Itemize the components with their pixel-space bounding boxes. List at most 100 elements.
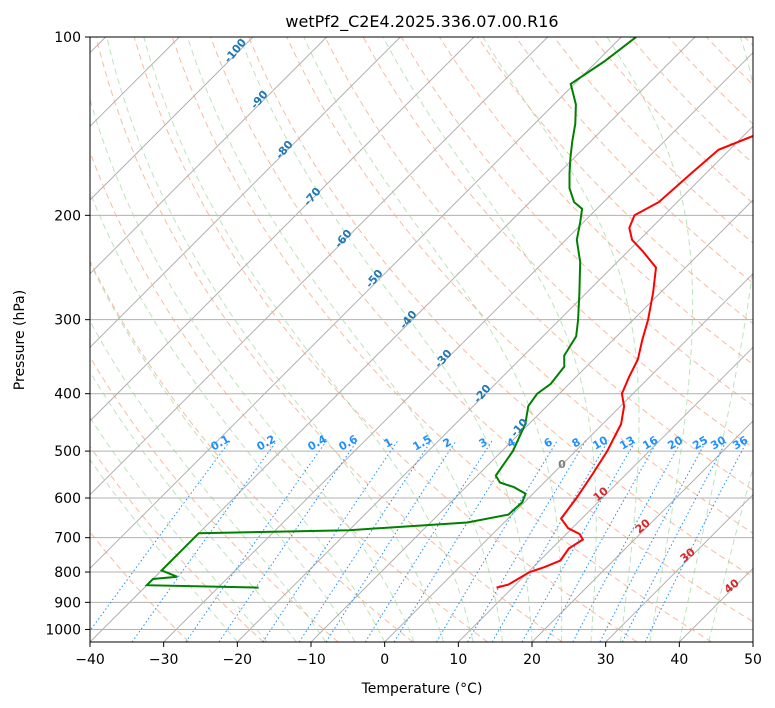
dry-adiabat-line <box>171 37 712 642</box>
dry-adiabat-line <box>515 37 753 284</box>
mixing-ratio-line <box>364 440 493 642</box>
mixing-ratio-line <box>521 440 637 642</box>
dry-adiabat-label: -100 <box>221 36 249 66</box>
dry-adiabat-line <box>90 150 488 642</box>
mixing-ratio-line <box>393 440 520 642</box>
moist-adiabat-line <box>187 37 503 642</box>
y-tick-label: 100 <box>54 30 81 46</box>
isotherm-line <box>90 37 328 275</box>
moist-adiabat-label: 30 <box>678 545 698 565</box>
moist-adiabat-line <box>708 465 753 642</box>
temperature-profile-line <box>496 134 753 589</box>
dry-adiabat-line <box>744 37 753 47</box>
mixing-ratio-line <box>491 440 609 642</box>
mixing-ratio-line <box>262 440 399 642</box>
x-axis-label: Temperature (°C) <box>361 681 483 697</box>
mixing-ratio-line <box>185 440 328 642</box>
mixing-ratio-label: 0.1 <box>209 432 232 453</box>
dry-adiabat-line <box>90 531 190 642</box>
isotherm-line <box>90 37 549 496</box>
grid-layer <box>90 37 753 642</box>
moist-adiabat-line <box>143 37 474 642</box>
y-axis-ticks: 1000 900 800 700 600 500 400 300 200 100 <box>45 30 90 638</box>
y-tick-label: 600 <box>54 491 81 507</box>
mixing-ratio-label: 0.2 <box>255 432 278 453</box>
dry-adiabat-line <box>286 37 753 534</box>
isotherm-line <box>310 199 753 642</box>
dry-adiabat-line <box>706 37 753 86</box>
isotherm-line <box>90 37 622 570</box>
mixing-ratio-label: 30 <box>708 433 728 452</box>
mixing-ratio-line <box>435 440 558 642</box>
dry-adiabat-label: -70 <box>301 185 324 209</box>
mixing-ratio-line <box>325 440 457 642</box>
isotherm-line <box>90 37 401 349</box>
moist-adiabat-line <box>90 370 297 642</box>
y-tick-label: 200 <box>54 208 81 224</box>
moist-adiabat-line <box>90 416 268 642</box>
isotherm-line <box>236 125 753 642</box>
mixing-ratio-label: 25 <box>690 434 710 453</box>
x-tick-label: 20 <box>523 652 541 668</box>
dry-adiabat-line <box>210 37 753 623</box>
moist-adiabat-line <box>239 37 533 642</box>
dry-adiabat-line <box>133 37 638 642</box>
x-axis-ticks: −40 −30 −20 −10 0 10 20 30 40 50 <box>75 642 762 668</box>
y-tick-label: 700 <box>54 531 81 547</box>
dry-adiabat-line <box>90 445 264 642</box>
mixing-ratio-label: 0.4 <box>306 432 330 453</box>
isotherm-line <box>605 493 753 642</box>
isotherm-line <box>531 420 753 642</box>
moist-adiabat-line <box>106 37 445 642</box>
moist-adiabat-line <box>90 458 238 642</box>
y-tick-label: 500 <box>54 444 81 460</box>
dry-adiabat-label: -60 <box>332 227 355 251</box>
dry-adiabat-line <box>90 259 414 642</box>
isotherm-line <box>163 51 753 642</box>
moist-adiabat-line <box>606 37 694 642</box>
y-tick-label: 400 <box>54 387 81 403</box>
x-tick-label: −10 <box>296 652 326 668</box>
mixing-ratio-line <box>131 440 278 642</box>
y-axis-label: Pressure (hPa) <box>12 290 28 390</box>
moist-adiabat-label: 20 <box>633 516 653 536</box>
profile-lines <box>144 37 753 589</box>
dry-adiabat-line <box>248 37 753 578</box>
wet-bulb-zero-label: 0 <box>558 458 566 471</box>
chart-title: wetPf2_C2E4.2025.336.07.00.R16 <box>285 12 558 32</box>
x-tick-label: 40 <box>670 652 688 668</box>
x-tick-label: 30 <box>597 652 615 668</box>
dry-adiabat-line <box>95 37 563 642</box>
moist-adiabat-line <box>90 190 386 642</box>
mixing-ratio-label: 6 <box>542 435 555 450</box>
mixing-ratio-label: 1.5 <box>411 432 434 453</box>
mixing-ratio-label: 13 <box>617 434 637 453</box>
y-tick-label: 300 <box>54 313 81 329</box>
dry-adiabat-label: -90 <box>248 88 271 112</box>
dry-adiabat-label: -80 <box>273 138 296 162</box>
moist-adiabat-line <box>90 320 327 642</box>
x-tick-label: 0 <box>380 652 389 668</box>
moist-adiabat-line <box>90 97 415 642</box>
mixing-ratio-line <box>599 440 707 642</box>
isotherm-line <box>752 641 753 642</box>
dewpoint-profile-line <box>144 37 637 589</box>
x-tick-label: −30 <box>149 652 179 668</box>
x-tick-label: −40 <box>75 652 105 668</box>
dry-adiabat-label: -40 <box>397 308 420 332</box>
dry-adiabat-line <box>90 356 339 642</box>
dry-adiabat-label: -20 <box>471 382 494 406</box>
y-tick-label: 800 <box>54 565 81 581</box>
y-tick-label: 900 <box>54 595 81 611</box>
y-tick-label: 1000 <box>45 622 81 638</box>
moist-adiabat-line <box>382 37 597 642</box>
isotherm-line <box>457 346 753 642</box>
mixing-ratio-line <box>644 440 748 642</box>
moist-adiabat-label: 40 <box>722 576 742 596</box>
dry-adiabat-label: -30 <box>432 347 455 371</box>
mixing-ratio-label: 20 <box>665 433 685 452</box>
moist-adiabat-line <box>90 261 356 642</box>
moist-adiabat-label: 10 <box>591 484 611 504</box>
